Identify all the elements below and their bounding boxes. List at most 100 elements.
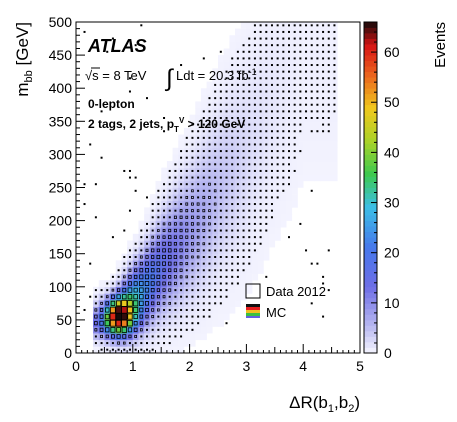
data-bin [288,103,290,106]
data-bin [225,156,228,159]
z-tick-label: 30 [384,195,400,211]
data-bin [270,57,273,60]
mc-bin [189,187,196,195]
mc-bin [132,326,139,334]
y-axis-title: mbb [GeV] [13,22,35,97]
legend-mc-label: MC [266,305,286,320]
mc-bin [240,286,247,294]
data-bin [265,209,268,212]
mc-bin [195,247,202,254]
mc-bin [178,346,185,354]
data-bin [327,77,330,80]
data-bin [163,342,166,345]
mc-bin [132,313,139,321]
mc-bin [297,161,304,168]
data-bin [248,130,251,133]
mc-bin [286,213,293,221]
data-bin [333,37,336,40]
data-bin [270,30,273,33]
data-bin [253,249,256,252]
mc-bin [115,319,122,327]
data-bin [293,150,296,153]
mc-bin [320,167,327,175]
data-bin [253,83,256,86]
data-bin [288,83,290,86]
data-bin [208,282,211,285]
mc-bin [331,141,338,149]
mc-bin [155,227,162,235]
data-bin [208,269,211,272]
data-bin [242,262,245,265]
data-bin [180,282,183,285]
mc-bin [200,213,207,221]
data-bin [214,163,217,166]
data-bin [265,216,268,219]
data-bin [270,70,273,73]
data-bin [265,229,268,232]
data-bin [99,327,104,332]
mc-bin [325,167,332,175]
data-bin [288,116,290,119]
data-bin [316,30,319,33]
data-bin [253,57,256,60]
mc-bin [218,68,224,76]
data-bin [276,57,279,60]
mc-bin [98,306,105,314]
data-bin [225,123,228,126]
data-bin [191,156,194,159]
data-bin [100,301,103,305]
data-bin [282,176,285,179]
data-bin [293,90,296,93]
data-bin [299,150,302,153]
data-bin [259,136,262,139]
mc-bin [110,333,117,341]
data-bin [110,326,116,333]
data-bin [253,236,256,239]
data-bin [146,196,148,199]
data-bin [282,97,285,100]
mc-bin [297,174,304,182]
data-bin [259,196,262,199]
data-bin [225,83,228,86]
data-bin [270,24,273,27]
data-bin [140,24,143,27]
data-bin [276,30,279,33]
data-bin [219,289,222,292]
data-bin [253,163,256,166]
data-bin [276,83,279,86]
data-bin [111,236,114,239]
data-bin [259,209,262,212]
data-bin [219,242,222,245]
data-bin [276,44,279,47]
mc-bin [127,306,134,314]
data-bin [214,143,217,146]
data-bin [151,248,155,253]
data-bin [316,110,319,113]
mc-bin [206,194,213,202]
data-bin [265,24,268,27]
data-bin [163,116,166,119]
data-bin [265,50,268,53]
data-bin [225,183,228,186]
data-bin [219,116,222,119]
mc-bin [178,260,185,268]
mc-bin [121,339,128,347]
data-bin [180,64,183,67]
mc-bin [115,333,122,341]
colorbar-segment [364,292,377,299]
mc-bin [206,81,213,89]
data-bin [248,83,251,86]
data-bin [185,189,188,192]
mc-bin [218,319,224,327]
data-bin [219,183,222,186]
data-bin [100,348,103,351]
data-bin [157,315,160,318]
mc-bin [297,180,304,188]
data-bin [225,110,228,113]
data-bin [282,123,285,126]
experiment-label: ATLAS [87,36,147,56]
data-bin [293,143,296,146]
data-bin [128,342,131,345]
data-bin [265,83,268,86]
mc-bin [166,260,173,268]
